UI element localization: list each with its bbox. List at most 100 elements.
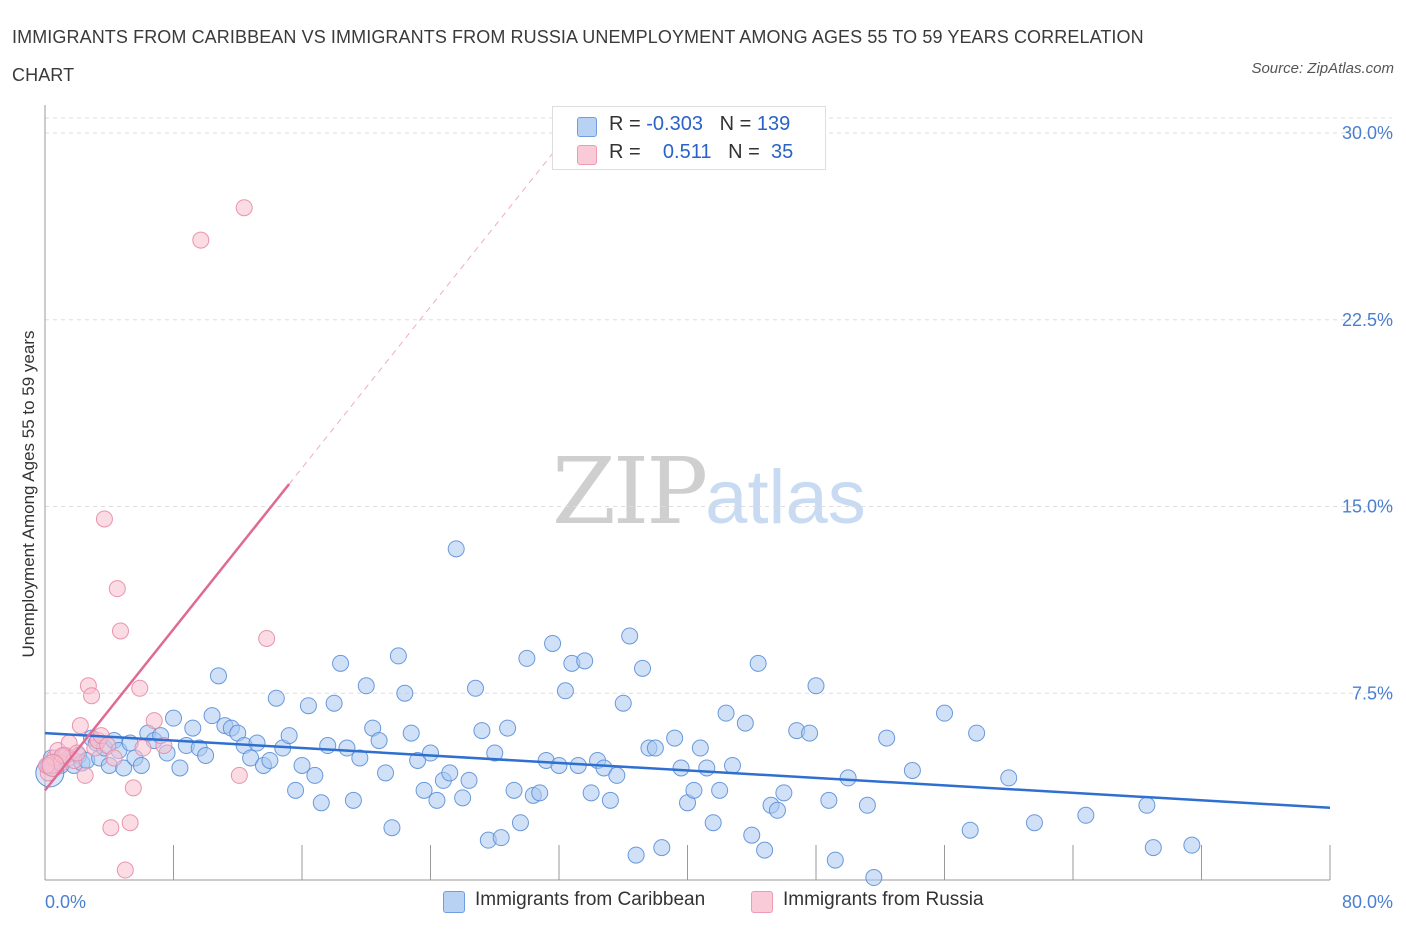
caribbean-point bbox=[428, 791, 446, 809]
caribbean-point bbox=[287, 781, 305, 799]
x-tick-label-max: 80.0% bbox=[1342, 892, 1393, 912]
caribbean-point bbox=[621, 627, 639, 645]
watermark-zip: ZIP bbox=[552, 438, 708, 545]
russia-point bbox=[155, 737, 173, 755]
caribbean-point bbox=[672, 759, 690, 777]
watermark: ZIPatlas bbox=[552, 438, 866, 545]
russia-point bbox=[76, 766, 94, 784]
russia-point bbox=[258, 629, 276, 647]
caribbean-r-value: -0.303 bbox=[646, 113, 703, 135]
caribbean-point bbox=[608, 766, 626, 784]
caribbean-point bbox=[749, 654, 767, 672]
caribbean-point bbox=[634, 659, 652, 677]
caribbean-point bbox=[171, 759, 189, 777]
watermark-atlas: atlas bbox=[705, 455, 866, 540]
russia-point bbox=[116, 861, 134, 879]
caribbean-point bbox=[711, 781, 729, 799]
caribbean-point bbox=[1077, 806, 1095, 824]
y-tick-label: 15.0% bbox=[1342, 497, 1393, 517]
caribbean-point bbox=[293, 756, 311, 774]
caribbean-point bbox=[1183, 836, 1201, 854]
caribbean-point bbox=[197, 747, 215, 764]
caribbean-point bbox=[646, 739, 664, 757]
caribbean-point bbox=[736, 714, 754, 732]
caribbean-point bbox=[826, 851, 844, 869]
legend-caribbean-label: Immigrants from Caribbean bbox=[475, 889, 706, 910]
y-tick-label: 22.5% bbox=[1342, 310, 1393, 330]
caribbean-point bbox=[332, 654, 350, 672]
caribbean-point bbox=[409, 751, 427, 769]
caribbean-point bbox=[627, 846, 645, 864]
source-label: Source: ZipAtlas.com bbox=[1251, 60, 1394, 77]
caribbean-point bbox=[903, 761, 921, 779]
russia-trend-extension bbox=[288, 145, 560, 485]
caribbean-point bbox=[1025, 814, 1043, 832]
caribbean-point bbox=[544, 634, 562, 652]
russia-point bbox=[102, 819, 120, 837]
russia-r-value: 0.511 bbox=[662, 141, 712, 163]
russia-n-value: 35 bbox=[770, 141, 794, 163]
caribbean-point bbox=[775, 784, 793, 802]
caribbean-point bbox=[389, 647, 407, 665]
caribbean-n-value: 139 bbox=[756, 113, 791, 135]
caribbean-point bbox=[531, 784, 549, 802]
caribbean-point bbox=[325, 694, 343, 712]
caribbean-point bbox=[351, 749, 369, 767]
caribbean-point bbox=[492, 829, 510, 847]
caribbean-point bbox=[653, 839, 671, 857]
tick-labels: 7.5% 15.0% 22.5% 30.0% 0.0% 80.0% bbox=[45, 123, 1393, 912]
caribbean-point bbox=[209, 667, 227, 685]
caribbean-point bbox=[601, 791, 619, 809]
y-tick-label: 7.5% bbox=[1352, 683, 1393, 703]
caribbean-point bbox=[299, 697, 317, 715]
caribbean-point bbox=[723, 756, 741, 774]
caribbean-r-label: R = bbox=[609, 113, 641, 135]
caribbean-point bbox=[460, 771, 478, 789]
caribbean-point bbox=[698, 759, 716, 777]
russia-point bbox=[145, 712, 163, 730]
russia-point bbox=[235, 199, 253, 217]
caribbean-point bbox=[312, 794, 330, 812]
caribbean-point bbox=[383, 819, 401, 837]
caribbean-point bbox=[936, 704, 953, 722]
russia-point bbox=[83, 687, 101, 705]
caribbean-point bbox=[550, 756, 568, 774]
russia-point bbox=[124, 779, 142, 797]
caribbean-point bbox=[267, 689, 285, 707]
caribbean-point bbox=[319, 737, 337, 755]
caribbean-point bbox=[801, 724, 819, 742]
caribbean-point bbox=[1000, 769, 1018, 787]
caribbean-trend-line bbox=[44, 731, 1331, 810]
caribbean-point bbox=[865, 869, 883, 887]
caribbean-point bbox=[184, 719, 202, 737]
russia-point bbox=[71, 717, 89, 735]
y-axis-label: Unemployment Among Ages 55 to 59 years bbox=[19, 331, 38, 658]
caribbean-point bbox=[717, 704, 735, 722]
caribbean-point bbox=[556, 682, 574, 700]
caribbean-point bbox=[486, 744, 504, 762]
caribbean-point bbox=[878, 729, 896, 747]
russia-trend-dashed bbox=[288, 145, 560, 485]
russia-point bbox=[108, 580, 126, 598]
russia-point bbox=[192, 231, 210, 249]
caribbean-point bbox=[704, 814, 722, 832]
russia-n-label: N = bbox=[728, 141, 760, 163]
chart-title: IMMIGRANTS FROM CARIBBEAN VS IMMIGRANTS … bbox=[12, 27, 1144, 85]
caribbean-point bbox=[1138, 796, 1156, 814]
caribbean-point bbox=[768, 801, 786, 819]
caribbean-n-label: N = bbox=[719, 113, 752, 135]
caribbean-point bbox=[858, 796, 876, 814]
caribbean-point bbox=[691, 739, 709, 757]
caribbean-point bbox=[415, 781, 433, 799]
caribbean-point bbox=[370, 732, 388, 750]
caribbean-point bbox=[511, 814, 529, 832]
russia-trend-line bbox=[44, 483, 291, 792]
caribbean-point bbox=[132, 756, 150, 774]
russia-point bbox=[121, 814, 139, 832]
caribbean-point bbox=[1144, 839, 1162, 857]
caribbean-point bbox=[666, 729, 684, 747]
caribbean-point bbox=[280, 727, 298, 745]
caribbean-point bbox=[614, 694, 632, 712]
caribbean-point bbox=[499, 719, 517, 737]
caribbean-point bbox=[685, 781, 703, 799]
